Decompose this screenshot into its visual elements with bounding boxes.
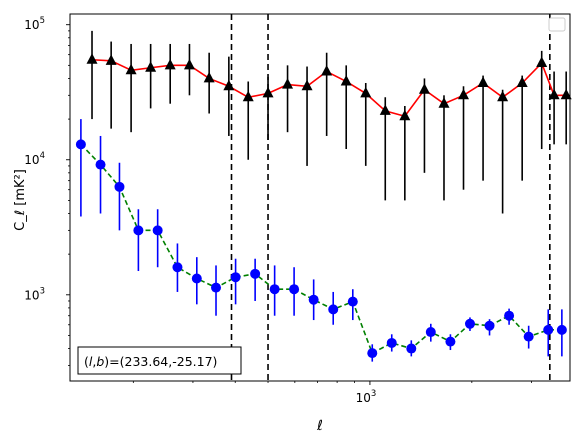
data-point — [191, 273, 202, 284]
data-point — [75, 139, 86, 150]
data-point — [133, 225, 144, 236]
data-point — [211, 282, 222, 293]
data-point — [438, 97, 450, 108]
data-point — [86, 53, 98, 64]
data-point — [125, 63, 137, 75]
data-point — [269, 284, 280, 295]
data-point — [262, 86, 274, 98]
annotation-text: (l,b)=(233.64,-25.17) — [84, 354, 217, 369]
x-axis-label: ℓ — [316, 418, 323, 434]
data-point — [301, 79, 313, 91]
data-point — [425, 327, 436, 338]
data-point — [543, 324, 554, 335]
data-point — [484, 320, 495, 331]
data-point — [152, 225, 163, 236]
data-point — [250, 268, 261, 279]
y-tick-label: 103 — [24, 286, 45, 302]
data-point — [418, 83, 430, 94]
data-point — [504, 310, 515, 321]
data-point — [516, 76, 528, 88]
data-series — [75, 119, 567, 362]
y-tick-label: 104 — [24, 151, 45, 167]
data-point — [242, 90, 254, 102]
series-line — [91, 58, 567, 118]
data-point — [367, 348, 378, 359]
data-point — [230, 272, 241, 283]
data-series — [86, 30, 572, 214]
data-point — [523, 331, 534, 342]
data-point — [172, 262, 183, 273]
x-tick-label: 103 — [356, 389, 377, 405]
data-point — [328, 304, 339, 315]
data-point — [289, 284, 300, 295]
data-point — [548, 88, 560, 100]
data-point — [406, 343, 417, 354]
plot-frame — [69, 13, 571, 382]
annotation-box: (l,b)=(233.64,-25.17) — [77, 346, 242, 375]
data-point — [308, 294, 319, 305]
data-point — [164, 58, 176, 70]
data-point — [282, 78, 294, 89]
y-axis-label: C_ℓ [mK²] — [13, 169, 28, 231]
data-point — [399, 109, 411, 121]
y-tick-label: 105 — [24, 16, 45, 32]
legend-box — [548, 17, 566, 32]
series-layer — [75, 30, 572, 362]
data-point — [321, 65, 333, 76]
data-point — [386, 337, 397, 348]
vertical-lines-layer — [230, 14, 551, 381]
data-point — [114, 181, 125, 192]
data-point — [379, 104, 391, 115]
data-point — [105, 54, 117, 65]
data-point — [203, 71, 215, 83]
data-point — [95, 159, 106, 170]
ticks-layer: 103 103 104 105 — [24, 16, 532, 405]
data-point — [497, 90, 509, 102]
data-point — [445, 336, 456, 347]
data-point — [340, 74, 352, 86]
data-point — [145, 61, 157, 72]
data-point — [347, 296, 358, 307]
data-point — [464, 318, 475, 329]
data-point — [556, 324, 567, 335]
data-point — [183, 58, 195, 70]
data-point — [536, 56, 548, 68]
data-point — [458, 88, 470, 100]
data-point — [477, 76, 489, 88]
data-point — [223, 79, 235, 91]
data-point — [360, 86, 372, 98]
data-point — [560, 88, 572, 100]
